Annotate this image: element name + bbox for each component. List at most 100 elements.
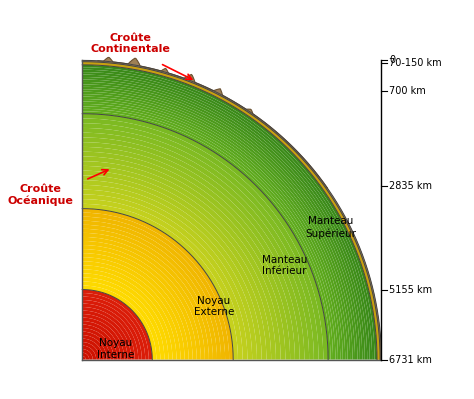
Wedge shape <box>82 97 345 359</box>
Wedge shape <box>82 204 238 359</box>
Wedge shape <box>82 296 145 359</box>
Wedge shape <box>82 253 189 359</box>
Wedge shape <box>82 209 233 359</box>
Wedge shape <box>82 257 185 359</box>
Wedge shape <box>82 61 381 359</box>
Wedge shape <box>82 104 338 359</box>
Wedge shape <box>82 64 377 359</box>
Wedge shape <box>82 61 381 359</box>
Wedge shape <box>82 304 138 359</box>
Text: 2835 km: 2835 km <box>389 182 432 192</box>
Text: 6731 km: 6731 km <box>389 355 432 365</box>
Wedge shape <box>82 293 149 359</box>
Wedge shape <box>82 245 197 359</box>
Wedge shape <box>82 307 135 359</box>
Text: 0: 0 <box>389 55 395 65</box>
Wedge shape <box>82 217 225 359</box>
Wedge shape <box>82 64 378 359</box>
Wedge shape <box>82 241 201 359</box>
Wedge shape <box>82 63 379 359</box>
Wedge shape <box>82 64 378 359</box>
Wedge shape <box>82 92 350 359</box>
Wedge shape <box>82 67 374 359</box>
Wedge shape <box>82 265 176 359</box>
Wedge shape <box>82 63 379 359</box>
Polygon shape <box>98 57 328 188</box>
Wedge shape <box>82 225 217 359</box>
Wedge shape <box>82 82 360 359</box>
Wedge shape <box>82 61 380 359</box>
Wedge shape <box>82 61 381 359</box>
Wedge shape <box>82 65 377 359</box>
Wedge shape <box>82 349 93 359</box>
Wedge shape <box>82 310 131 359</box>
Wedge shape <box>82 342 100 359</box>
Wedge shape <box>82 61 380 359</box>
Wedge shape <box>82 147 295 359</box>
Wedge shape <box>82 62 380 359</box>
Wedge shape <box>82 221 221 359</box>
Wedge shape <box>82 89 353 359</box>
Wedge shape <box>82 64 378 359</box>
Wedge shape <box>82 107 336 359</box>
Wedge shape <box>82 84 357 359</box>
Wedge shape <box>82 63 379 359</box>
Wedge shape <box>82 277 164 359</box>
Text: Croûte
Continentale: Croûte Continentale <box>90 33 170 54</box>
Wedge shape <box>82 119 323 359</box>
Wedge shape <box>82 194 247 359</box>
Text: Manteau
Inférieur: Manteau Inférieur <box>262 255 307 276</box>
Wedge shape <box>82 61 380 359</box>
Wedge shape <box>82 273 168 359</box>
Wedge shape <box>82 63 378 359</box>
Wedge shape <box>82 356 86 359</box>
Wedge shape <box>82 328 114 359</box>
Wedge shape <box>82 190 252 359</box>
Wedge shape <box>82 324 117 359</box>
Wedge shape <box>82 61 381 359</box>
Wedge shape <box>82 123 319 359</box>
Wedge shape <box>82 63 379 359</box>
Wedge shape <box>82 61 380 359</box>
Wedge shape <box>82 61 381 359</box>
Wedge shape <box>82 70 372 359</box>
Wedge shape <box>82 335 107 359</box>
Wedge shape <box>82 72 370 359</box>
Wedge shape <box>82 137 304 359</box>
Wedge shape <box>82 185 257 359</box>
Wedge shape <box>82 142 300 359</box>
Wedge shape <box>82 156 285 359</box>
Wedge shape <box>82 61 381 359</box>
Wedge shape <box>82 176 266 359</box>
Wedge shape <box>82 63 379 359</box>
Wedge shape <box>82 114 328 359</box>
Wedge shape <box>82 62 380 359</box>
Wedge shape <box>82 166 276 359</box>
Wedge shape <box>82 60 382 359</box>
Wedge shape <box>82 339 103 359</box>
Wedge shape <box>82 63 378 359</box>
Wedge shape <box>82 62 380 359</box>
Wedge shape <box>82 61 381 359</box>
Wedge shape <box>82 269 173 359</box>
Text: 70-150 km: 70-150 km <box>389 59 442 69</box>
Wedge shape <box>82 152 290 359</box>
Wedge shape <box>82 60 382 359</box>
Wedge shape <box>82 65 377 359</box>
Text: Noyau
Interne: Noyau Interne <box>97 338 134 359</box>
Wedge shape <box>82 237 205 359</box>
Wedge shape <box>82 161 281 359</box>
Wedge shape <box>82 346 96 359</box>
Wedge shape <box>82 61 381 359</box>
Wedge shape <box>82 300 142 359</box>
Wedge shape <box>82 62 380 359</box>
Text: Manteau
Supérieur: Manteau Supérieur <box>305 216 356 239</box>
Wedge shape <box>82 87 355 359</box>
Wedge shape <box>82 281 160 359</box>
Wedge shape <box>82 111 330 359</box>
Wedge shape <box>82 65 377 359</box>
Wedge shape <box>82 321 121 359</box>
Wedge shape <box>82 318 124 359</box>
Wedge shape <box>82 61 381 359</box>
Wedge shape <box>82 199 243 359</box>
